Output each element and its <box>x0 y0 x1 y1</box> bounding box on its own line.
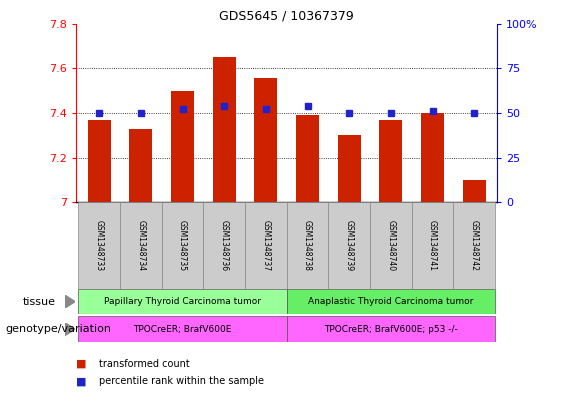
Text: Papillary Thyroid Carcinoma tumor: Papillary Thyroid Carcinoma tumor <box>104 297 261 306</box>
Text: percentile rank within the sample: percentile rank within the sample <box>99 376 264 386</box>
Bar <box>120 202 162 289</box>
Text: GSM1348737: GSM1348737 <box>262 220 271 271</box>
Bar <box>254 78 277 202</box>
Bar <box>463 180 486 202</box>
Bar <box>79 316 286 342</box>
Text: GSM1348741: GSM1348741 <box>428 220 437 271</box>
Bar <box>79 202 120 289</box>
Polygon shape <box>65 295 75 308</box>
Bar <box>338 135 360 202</box>
Text: transformed count: transformed count <box>99 358 190 369</box>
Text: GSM1348733: GSM1348733 <box>95 220 104 271</box>
Bar <box>203 202 245 289</box>
Text: TPOCreER; BrafV600E; p53 -/-: TPOCreER; BrafV600E; p53 -/- <box>324 325 458 334</box>
Bar <box>412 202 454 289</box>
Text: ■: ■ <box>76 358 87 369</box>
Title: GDS5645 / 10367379: GDS5645 / 10367379 <box>219 9 354 22</box>
Bar <box>328 202 370 289</box>
Text: GSM1348742: GSM1348742 <box>470 220 479 271</box>
Bar <box>286 202 328 289</box>
Text: genotype/variation: genotype/variation <box>6 324 112 334</box>
Polygon shape <box>65 323 75 336</box>
Bar <box>162 202 203 289</box>
Bar <box>286 289 495 314</box>
Text: TPOCreER; BrafV600E: TPOCreER; BrafV600E <box>133 325 232 334</box>
Text: tissue: tissue <box>23 297 55 307</box>
Text: ■: ■ <box>76 376 87 386</box>
Text: GSM1348739: GSM1348739 <box>345 220 354 271</box>
Bar <box>380 120 402 202</box>
Bar <box>79 289 286 314</box>
Bar <box>88 120 111 202</box>
Text: GSM1348736: GSM1348736 <box>220 220 229 271</box>
Text: Anaplastic Thyroid Carcinoma tumor: Anaplastic Thyroid Carcinoma tumor <box>308 297 473 306</box>
Bar <box>296 115 319 202</box>
Text: GSM1348738: GSM1348738 <box>303 220 312 271</box>
Bar <box>370 202 412 289</box>
Text: GSM1348734: GSM1348734 <box>136 220 145 271</box>
Text: GSM1348735: GSM1348735 <box>178 220 187 271</box>
Bar <box>286 316 495 342</box>
Bar <box>213 57 236 202</box>
Bar <box>421 113 444 202</box>
Text: GSM1348740: GSM1348740 <box>386 220 396 271</box>
Bar <box>129 129 153 202</box>
Bar <box>245 202 286 289</box>
Bar <box>171 91 194 202</box>
Bar <box>454 202 495 289</box>
